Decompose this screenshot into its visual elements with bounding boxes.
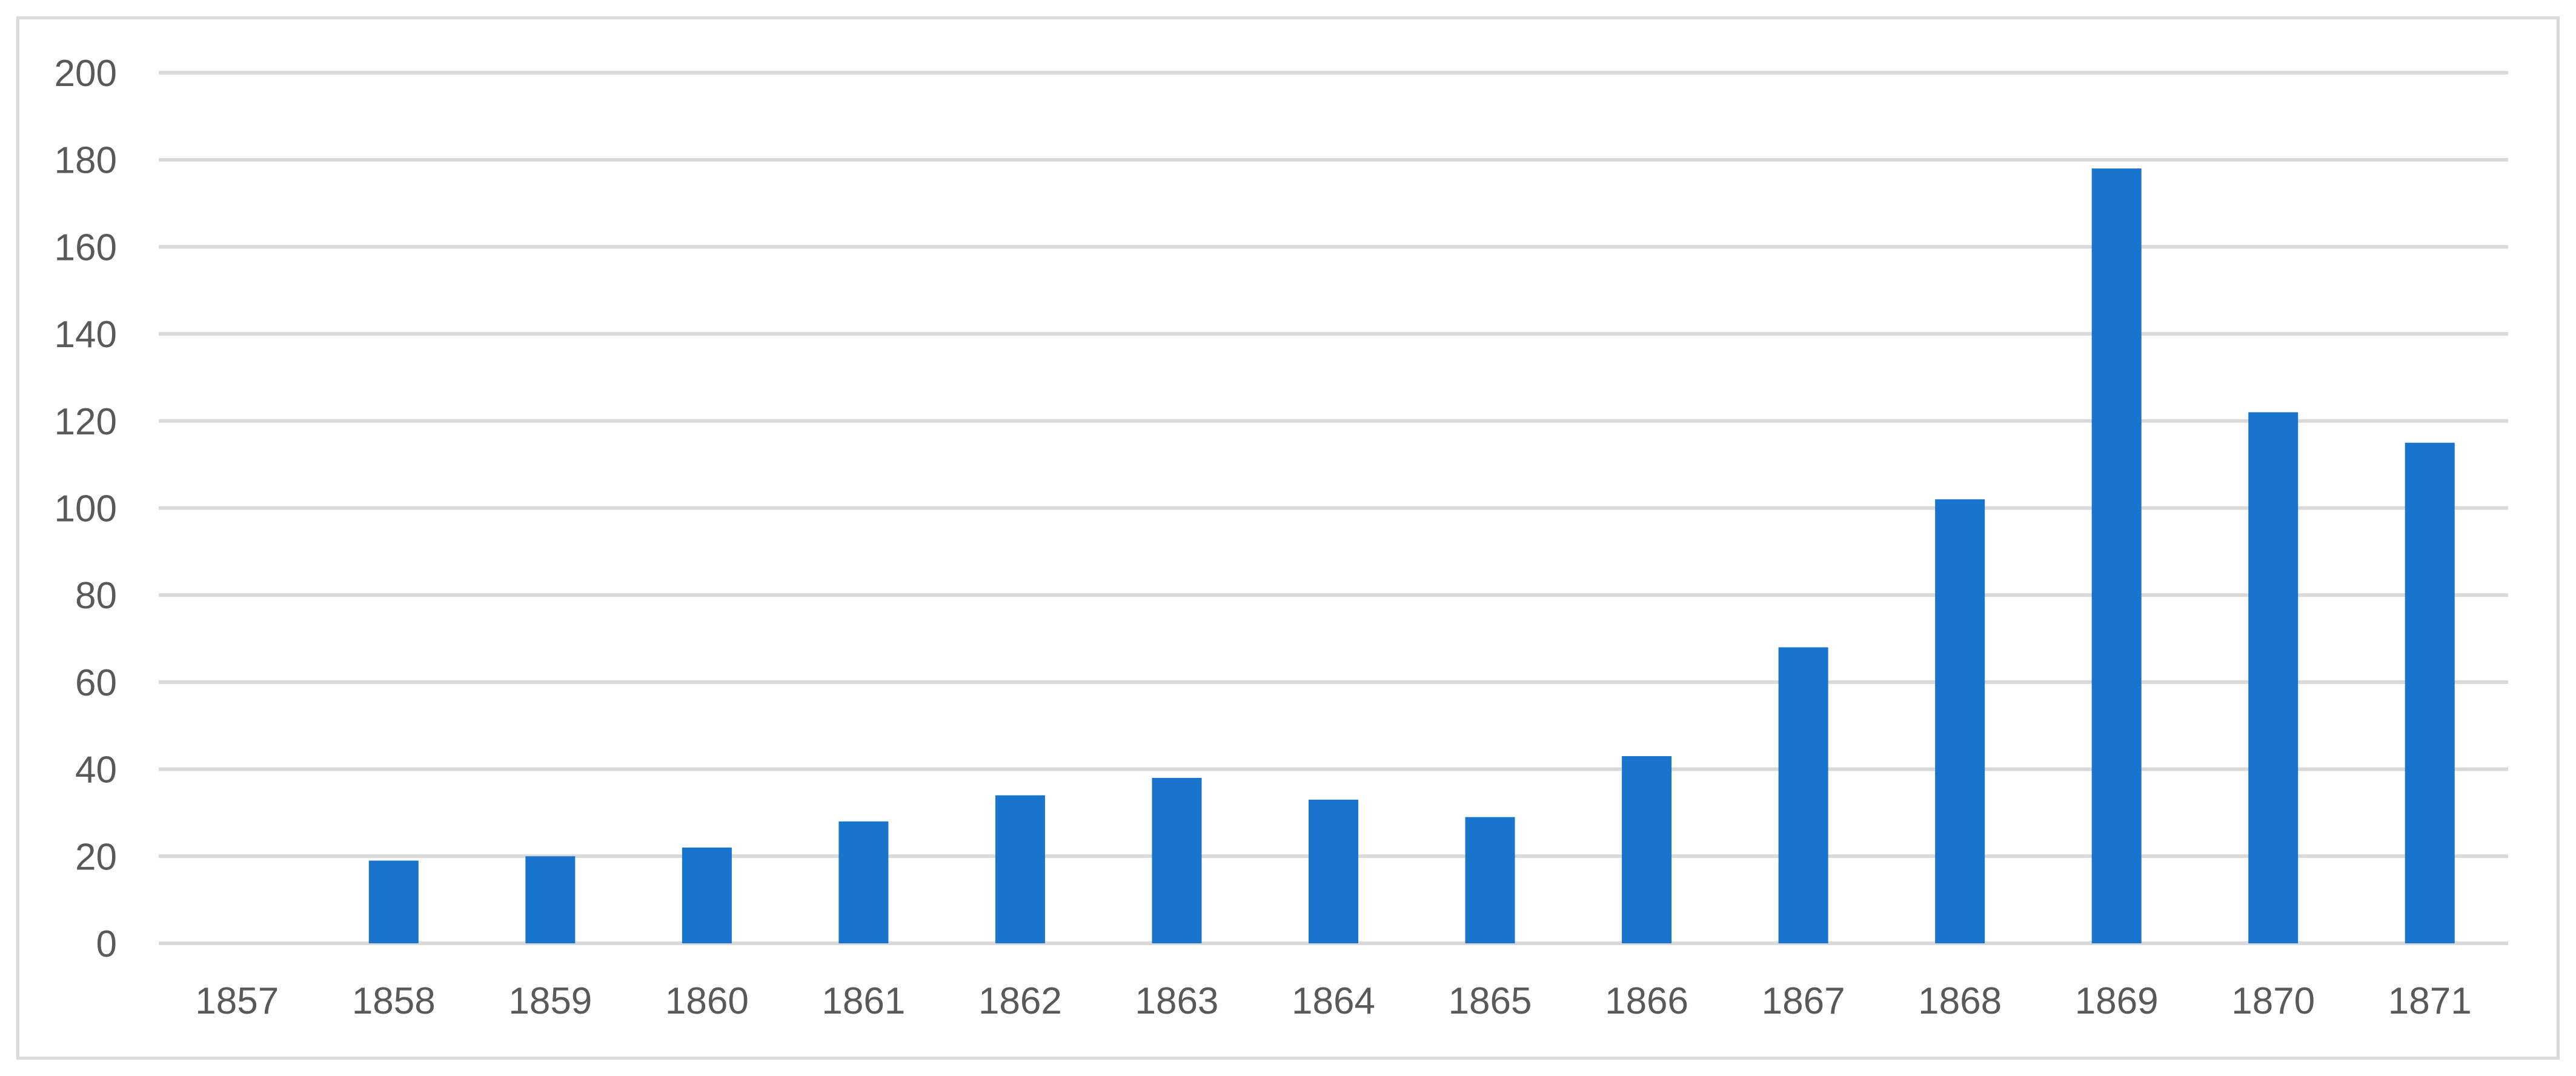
bar-1858 <box>368 860 419 943</box>
y-tick-label: 20 <box>75 836 117 878</box>
bar-1860 <box>682 847 732 943</box>
x-tick-label: 1864 <box>1292 980 1375 1022</box>
y-tick-label: 80 <box>75 575 117 617</box>
x-tick-label: 1869 <box>2075 980 2159 1022</box>
y-tick-label: 200 <box>55 53 117 95</box>
x-tick-label: 1870 <box>2231 980 2315 1022</box>
y-axis-tick-labels: 0 20 40 60 80 100 120 140 160 180 200 <box>55 53 117 965</box>
y-tick-label: 0 <box>96 923 117 965</box>
x-tick-label: 1861 <box>822 980 905 1022</box>
bar-1870 <box>2248 412 2299 943</box>
y-tick-label: 160 <box>55 227 117 268</box>
bar-1866 <box>1622 756 1672 943</box>
bar-1862 <box>995 795 1045 943</box>
bar-1863 <box>1152 777 1202 943</box>
x-tick-label: 1860 <box>665 980 749 1022</box>
x-tick-label: 1865 <box>1449 980 1532 1022</box>
x-tick-label: 1863 <box>1135 980 1218 1022</box>
x-axis-tick-labels: 1857 1858 1859 1860 1861 1862 1863 1864 1865 1866… <box>195 980 2471 1022</box>
bars <box>368 168 2455 943</box>
bar-1867 <box>1778 647 1828 943</box>
x-tick-label: 1868 <box>1918 980 2002 1022</box>
bar-1865 <box>1465 817 1515 943</box>
x-tick-label: 1862 <box>978 980 1062 1022</box>
x-tick-label: 1857 <box>195 980 279 1022</box>
x-tick-label: 1866 <box>1605 980 1688 1022</box>
y-tick-label: 40 <box>75 749 117 791</box>
bar-1859 <box>525 856 576 943</box>
bar-1861 <box>838 821 889 943</box>
bar-1864 <box>1309 799 1358 943</box>
x-tick-label: 1867 <box>1762 980 1845 1022</box>
x-tick-label: 1871 <box>2388 980 2472 1022</box>
x-tick-label: 1858 <box>352 980 436 1022</box>
y-tick-label: 60 <box>75 662 117 704</box>
y-tick-label: 140 <box>55 314 117 356</box>
x-tick-label: 1859 <box>508 980 592 1022</box>
bar-1868 <box>1935 499 1985 943</box>
bar-1871 <box>2405 442 2455 943</box>
bar-1869 <box>2091 168 2142 943</box>
y-tick-label: 180 <box>55 140 117 182</box>
y-tick-label: 100 <box>55 488 117 530</box>
y-tick-label: 120 <box>55 401 117 443</box>
